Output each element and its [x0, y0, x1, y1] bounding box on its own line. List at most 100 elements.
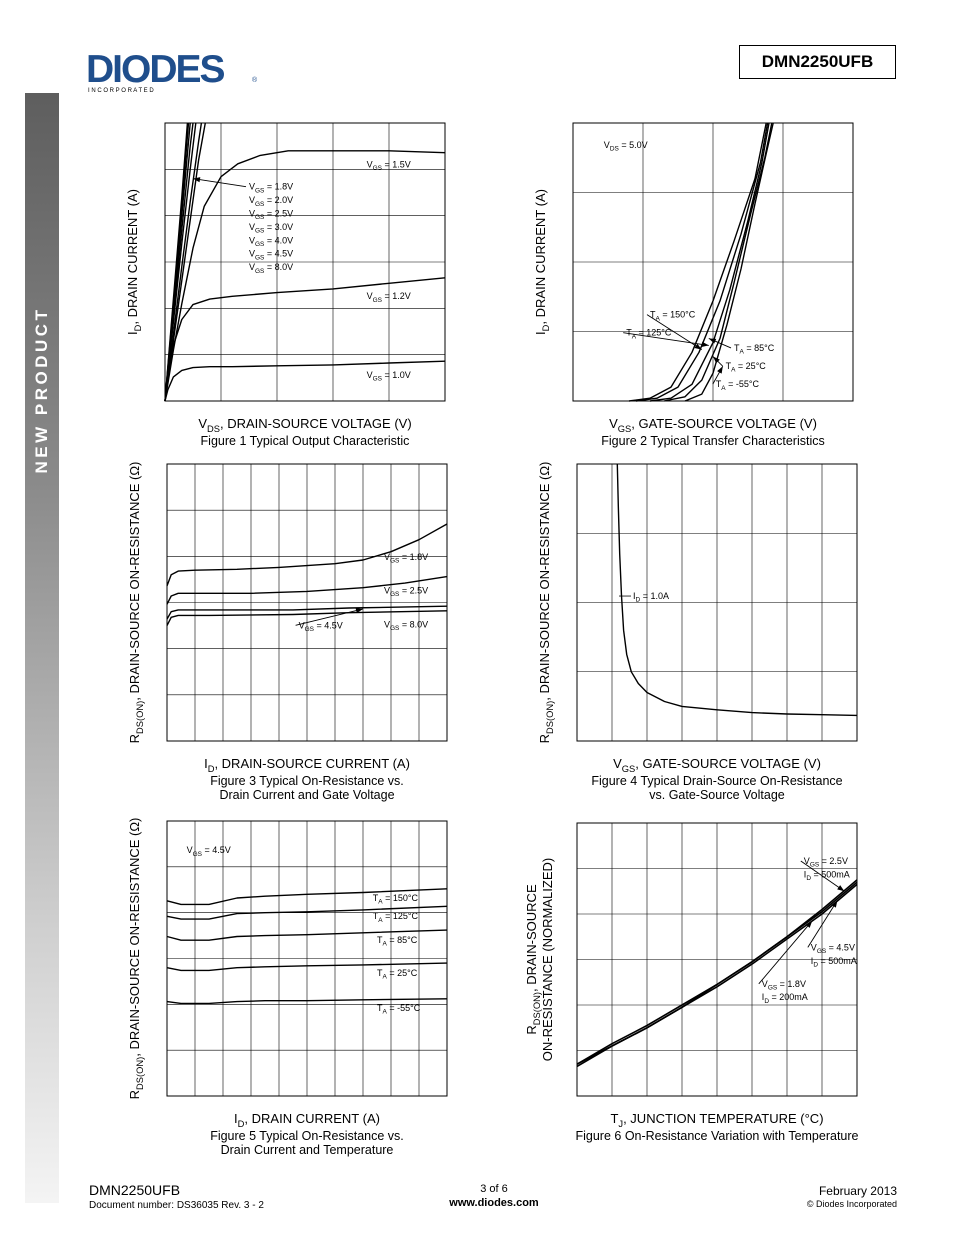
series-line — [628, 122, 767, 402]
annotation-label: TA = 125°C — [626, 328, 672, 341]
annotation: TA = 125°C — [623, 328, 709, 347]
series-line — [166, 962, 448, 972]
annotation-label: TA = -55°C — [716, 379, 760, 392]
figure-caption: Figure 6 On-Resistance Variation with Te… — [575, 1129, 858, 1143]
figure-3-on-resistance-vs-current-gate: ID, DRAIN-SOURCE CURRENT (A) RDS(ON), DRA… — [127, 462, 448, 802]
plot-frame — [166, 463, 448, 742]
grid — [166, 820, 448, 1097]
y-axis-label: ID, DRAIN CURRENT (A) — [533, 189, 551, 335]
series-group — [164, 122, 446, 402]
annotation: TA = 85°C — [377, 935, 418, 948]
annotation-label: VGS = 4.5V — [811, 942, 855, 955]
series-group — [628, 122, 774, 402]
plot-frame — [572, 122, 854, 402]
figure-4-on-resistance-vs-gate-voltage: VGS, GATE-SOURCE VOLTAGE (V) RDS(ON), DRA… — [537, 462, 858, 802]
annotation-label: VGS = 4.0V — [249, 235, 293, 248]
x-axis-label: TJ, JUNCTION TEMPERATURE (°C) — [610, 1111, 823, 1129]
annotation-label: TA = 25°C — [726, 361, 767, 374]
annotation-label: VGS = 2.5V — [804, 856, 848, 869]
annotation-label: VGS = 4.5V — [299, 620, 343, 633]
annotation-label: TA = 150°C — [650, 310, 696, 323]
plot-frame — [166, 820, 448, 1097]
series-line — [616, 463, 858, 717]
annotation: ID = 1.0A — [619, 591, 669, 604]
annotation-label: VDS = 5.0V — [604, 140, 648, 153]
figure-caption: Figure 3 Typical On-Resistance vs. — [210, 774, 404, 788]
footer-website-link[interactable]: www.diodes.com — [449, 1197, 539, 1209]
figure-caption: Figure 2 Typical Transfer Characteristic… — [601, 434, 824, 448]
brand-subtitle: I N C O R P O R A T E D — [88, 88, 154, 94]
figure-caption: Drain Current and Temperature — [221, 1143, 394, 1157]
figure-2-transfer-characteristics: VGS, GATE-SOURCE VOLTAGE (V) ID, DRAIN CU… — [533, 122, 854, 448]
series-line — [663, 122, 773, 402]
footer-center: 3 of 6 www.diodes.com — [444, 1183, 544, 1209]
annotation-label: TA = 150°C — [373, 893, 419, 906]
annotation-label: VGS = 1.5V — [367, 159, 411, 172]
y-axis-label: RDS(ON), DRAIN-SOURCE ON-RESISTANCE (Ω) — [127, 462, 145, 744]
annotation-label: TA = 25°C — [377, 968, 418, 981]
annotation-label: VGS = 1.8V — [384, 552, 428, 565]
annotation: VDS = 5.0V — [604, 140, 648, 153]
annotation: TA = 125°C — [373, 911, 419, 924]
figure-6-on-resistance-vs-temperature: TJ, JUNCTION TEMPERATURE (°C) RDS(ON), DR… — [524, 822, 859, 1143]
annotation: VGS = 4.5V — [295, 608, 364, 633]
annotation: TA = 85°C — [708, 338, 775, 356]
plot-frame — [576, 463, 858, 742]
annotation: TA = 150°C — [646, 310, 703, 350]
series-line — [166, 605, 448, 620]
figure-1-output-characteristic: VDS, DRAIN-SOURCE VOLTAGE (V) ID, DRAIN C… — [125, 122, 446, 448]
figure-5-on-resistance-vs-current-temp: ID, DRAIN CURRENT (A) RDS(ON), DRAIN-SOUR… — [127, 818, 448, 1157]
series-group — [166, 888, 448, 1005]
footer-part-number: DMN2250UFB — [89, 1182, 181, 1198]
annotation: VGS = 1.8V — [384, 552, 428, 565]
series-line — [164, 122, 189, 402]
annotation-label: VGS = 4.5V — [187, 845, 231, 858]
series-line — [164, 360, 446, 402]
footer-date: February 2013 — [818, 1184, 897, 1198]
figure-caption: Drain Current and Gate Voltage — [219, 788, 394, 802]
series-line — [164, 150, 446, 402]
annotation-label: TA = 125°C — [373, 911, 419, 924]
annotation-label: VGS = 2.5V — [384, 585, 428, 598]
annotation-label: VGS = 2.0V — [249, 195, 293, 208]
x-axis-label: VGS, GATE-SOURCE VOLTAGE (V) — [609, 416, 817, 434]
part-number: DMN2250UFB — [761, 52, 874, 71]
figure-caption: vs. Gate-Source Voltage — [649, 788, 785, 802]
annotation-label: VGS = 4.5V — [249, 249, 293, 262]
annotation: TA = 150°C — [373, 893, 419, 906]
annotation: TA = -55°C — [712, 366, 760, 392]
series-line — [166, 888, 448, 906]
y-axis-label: RDS(ON), DRAIN-SOURCE ON-RESISTANCE (Ω) — [537, 462, 555, 744]
y-axis-label: ID, DRAIN CURRENT (A) — [125, 189, 143, 335]
annotation-label: VGS = 1.0V — [367, 370, 411, 383]
annotation-label: VGS = 1.2V — [367, 291, 411, 304]
annotation: TA = -55°C — [377, 1003, 421, 1016]
y-axis-label: RDS(ON), DRAIN-SOURCE ON-RESISTANCE (Ω) — [127, 818, 145, 1100]
annotation-label: VGS = 1.8V — [249, 182, 293, 195]
annotation-label: ID = 1.0A — [633, 591, 669, 604]
grid — [572, 122, 854, 402]
annotation: TA = 25°C — [377, 968, 418, 981]
series-line — [166, 998, 448, 1005]
annotation-label: TA = 85°C — [377, 935, 418, 948]
series-line — [166, 575, 448, 605]
series-line — [576, 879, 858, 1065]
x-axis-label: VDS, DRAIN-SOURCE VOLTAGE (V) — [198, 416, 411, 434]
series-group — [616, 463, 858, 717]
annotation-label: VGS = 1.8V — [762, 979, 806, 992]
figure-caption: Figure 4 Typical Drain-Source On-Resista… — [591, 774, 842, 788]
annotation-label: VGS = 8.0V — [249, 262, 293, 275]
annotation: VGS = 8.0V — [384, 619, 428, 632]
footer-document-number: Document number: DS36035 Rev. 3 - 2 — [89, 1200, 264, 1211]
sidebar-label: NEW PRODUCT — [32, 306, 51, 474]
x-axis-label: ID, DRAIN CURRENT (A) — [234, 1111, 380, 1129]
annotation-label: ID = 200mA — [762, 992, 808, 1005]
series-line — [166, 523, 448, 587]
series-line — [649, 122, 770, 402]
y-axis-label-line2: ON-RESISTANCE (NORMALIZED) — [540, 858, 555, 1061]
annotation: VGS = 1.5V — [367, 159, 411, 172]
annotation-label: VGS = 8.0V — [384, 619, 428, 632]
annotation-label: TA = 85°C — [734, 343, 775, 356]
